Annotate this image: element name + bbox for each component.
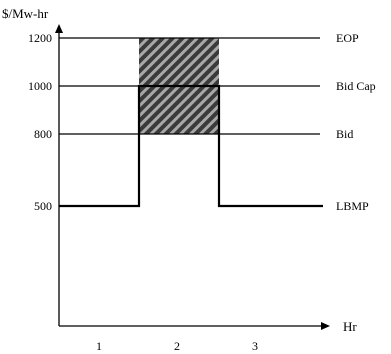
y-tick-label: 500 xyxy=(34,199,52,213)
y-axis-title: $/Mw-hr xyxy=(2,6,49,21)
y-tick-label: 1000 xyxy=(28,79,52,93)
reference-line-label: EOP xyxy=(336,31,359,45)
series-label: LBMP xyxy=(336,199,369,213)
x-tick-label: 3 xyxy=(252,339,258,353)
x-axis-title: Hr xyxy=(343,319,357,334)
y-tick-label: 800 xyxy=(34,127,52,141)
series-line-lbmp xyxy=(59,84,323,208)
x-axis-arrow xyxy=(321,322,330,330)
y-axis-arrow xyxy=(55,24,63,33)
x-tick-label: 2 xyxy=(174,339,180,353)
y-tick-label: 1200 xyxy=(28,31,52,45)
reference-line-label: Bid xyxy=(336,127,353,141)
x-tick-label: 1 xyxy=(96,339,102,353)
reference-line-label: Bid Cap xyxy=(336,79,376,93)
